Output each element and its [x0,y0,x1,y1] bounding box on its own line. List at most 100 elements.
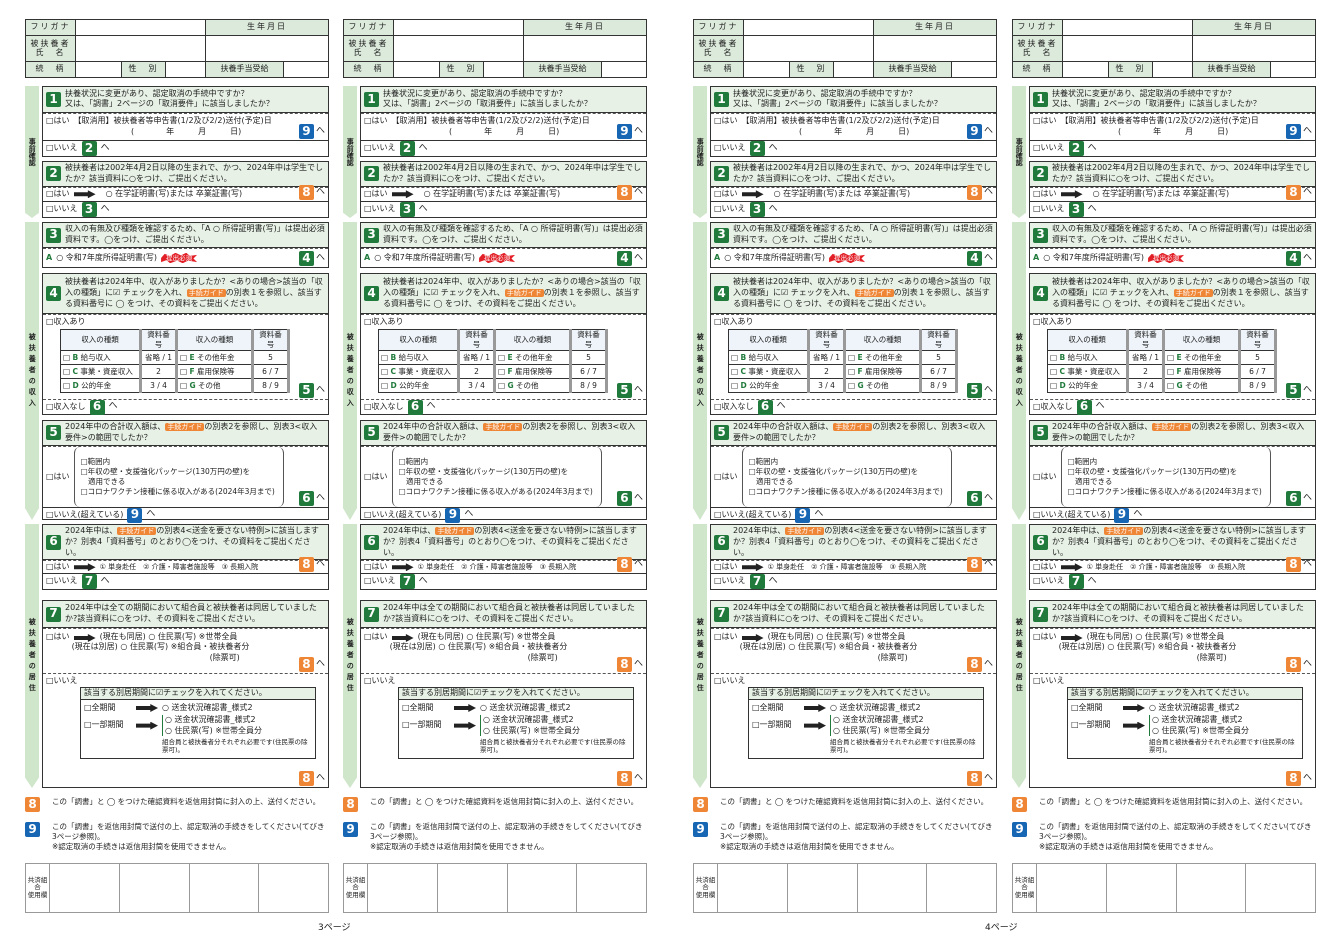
no-checkbox[interactable]: □いいえ [46,143,78,153]
income-checkbox[interactable]: □ [1167,352,1175,362]
no-checkbox[interactable]: □いいえ(超えている) [46,509,124,519]
doc-option[interactable]: ○ 住民票(写) ※世帯全員 [816,632,906,641]
doc-number[interactable]: 8 / 9 [580,380,597,390]
doc-option[interactable]: ○ 住民票(写) ※世帯全員 [1135,632,1225,641]
income-checkbox[interactable]: □ [731,366,739,376]
doc-option[interactable]: ○ 住民票(写) ※組合員・被扶養者分 [788,642,918,652]
income-checkbox[interactable]: □ [1050,366,1058,376]
doc-option[interactable]: ○ 送金状況確認書_様式2 [162,702,253,712]
date-field[interactable]: ( 年 月 日) [1118,127,1229,137]
furigana-field[interactable] [743,19,874,36]
part-period-checkbox[interactable]: □一部期間 [402,720,442,730]
doc-number[interactable]: 6 / 7 [262,366,279,376]
no-checkbox[interactable]: □いいえ [1033,143,1065,153]
relation-field[interactable] [1062,61,1109,78]
yes-checkbox[interactable]: □はい [1033,632,1057,641]
no-checkbox[interactable]: □いいえ [46,576,78,586]
doc-number[interactable]: 3 / 4 [150,380,167,390]
full-period-checkbox[interactable]: □全期間 [402,702,434,712]
yes-checkbox[interactable]: □収入あり [714,317,754,326]
no-checkbox[interactable]: □いいえ [714,204,746,214]
no-checkbox[interactable]: □収入なし [1033,401,1073,411]
income-checkbox[interactable]: □ [731,352,739,362]
option-checkbox[interactable]: □コロナワクチン接種に係る収入がある(2024年3月まで) [80,486,275,496]
doc-option[interactable]: ○ 令和7年度所得証明書(写) [724,252,826,262]
yes-checkbox[interactable]: □収入あり [364,317,404,326]
income-checkbox[interactable]: □ [848,380,856,390]
doc-number[interactable]: 8 / 9 [1249,380,1266,390]
income-checkbox[interactable]: □ [498,380,506,390]
doc-option[interactable]: ○ 送金状況確認書_様式2 [830,702,921,712]
birth-field[interactable] [205,35,329,62]
yes-checkbox[interactable]: □はい [46,471,70,481]
doc-number[interactable]: 省略 / 1 [144,352,173,362]
income-checkbox[interactable]: □ [381,366,389,376]
income-checkbox[interactable]: □ [180,352,188,362]
doc-option[interactable]: ○ 住民票(写) ※組合員・被扶養者分 [438,642,568,652]
allowance-field[interactable] [951,61,997,78]
doc-number[interactable]: 2 [156,366,161,376]
doc-option[interactable]: ○ 在学証明書(写)または 卒業証書(写) [1092,189,1230,199]
yes-checkbox[interactable]: □はい [714,189,738,199]
date-field[interactable]: ( 年 月 日) [131,127,242,137]
income-checkbox[interactable]: □ [1167,380,1175,390]
no-checkbox[interactable]: □いいえ [714,576,746,586]
doc-number[interactable]: 6 / 7 [1249,366,1266,376]
yes-checkbox[interactable]: □はい 【取消用】被扶養者等申告書(1/2及び2/2)送付(予定)日 [364,115,590,125]
no-checkbox[interactable]: □いいえ(超えている) [714,509,792,519]
income-checkbox[interactable]: □ [63,380,71,390]
doc-number[interactable]: 省略 / 1 [1131,352,1160,362]
no-checkbox[interactable]: □いいえ [364,143,396,153]
option-checkbox[interactable]: □年収の壁・支援強化パッケージ(130万円の壁)を 適用できる [80,467,251,486]
income-checkbox[interactable]: □ [63,352,71,362]
doc-option[interactable]: ○ 住民票(写) ※世帯全員分 [165,725,263,735]
part-period-checkbox[interactable]: □一部期間 [1071,720,1111,730]
yes-checkbox[interactable]: □はい [364,562,388,571]
sex-field[interactable] [833,61,874,78]
doc-option[interactable]: ○ 住民票(写) ※世帯全員分 [1152,725,1250,735]
yes-checkbox[interactable]: □はい [46,189,70,199]
yes-checkbox[interactable]: □収入あり [1033,317,1073,326]
doc-number[interactable]: 3 / 4 [818,380,835,390]
doc-option[interactable]: ○ 住民票(写) ※世帯全員 [148,632,238,641]
no-checkbox[interactable]: □収入なし [46,401,86,411]
doc-option[interactable]: ○ 令和7年度所得証明書(写) [56,252,158,262]
doc-option[interactable]: ○ 送金状況確認書_様式2 [165,715,256,725]
doc-option[interactable]: ○ 送金状況確認書_様式2 [1149,702,1240,712]
name-field[interactable] [743,35,874,62]
name-field[interactable] [75,35,206,62]
yes-checkbox[interactable]: □はい [714,632,738,641]
allowance-field[interactable] [601,61,647,78]
income-checkbox[interactable]: □ [498,352,506,362]
yes-checkbox[interactable]: □はい [364,189,388,199]
allowance-field[interactable] [283,61,329,78]
special-options[interactable]: ① 単身赴任 ② 介護・障害者施設等 ③ 長期入院 [417,562,577,571]
yes-checkbox[interactable]: □はい [714,562,738,571]
option-checkbox[interactable]: □年収の壁・支援強化パッケージ(130万円の壁)を 適用できる [748,467,919,486]
income-checkbox[interactable]: □ [381,352,389,362]
income-checkbox[interactable]: □ [1050,352,1058,362]
no-checkbox[interactable]: □いいえ [1033,676,1065,685]
yes-checkbox[interactable]: □はい [364,471,388,481]
option-checkbox[interactable]: □範囲内 [748,457,779,467]
doc-number[interactable]: 8 / 9 [930,380,947,390]
doc-number[interactable]: 3 / 4 [468,380,485,390]
furigana-field[interactable] [75,19,206,36]
yes-checkbox[interactable]: □はい [1033,471,1057,481]
relation-field[interactable] [75,61,122,78]
doc-option[interactable]: ○ 送金状況確認書_様式2 [833,715,924,725]
income-checkbox[interactable]: □ [498,366,506,376]
doc-option[interactable]: ○ 住民票(写) ※世帯全員 [466,632,556,641]
doc-number[interactable]: 5 [268,352,273,362]
no-checkbox[interactable]: □いいえ [364,204,396,214]
no-checkbox[interactable]: □いいえ [1033,204,1065,214]
relation-field[interactable] [393,61,440,78]
option-checkbox[interactable]: □年収の壁・支援強化パッケージ(130万円の壁)を 適用できる [1067,467,1238,486]
doc-number[interactable]: 6 / 7 [580,366,597,376]
yes-checkbox[interactable]: □はい [46,562,70,571]
option-checkbox[interactable]: □コロナワクチン接種に係る収入がある(2024年3月まで) [398,486,593,496]
no-checkbox[interactable]: □いいえ(超えている) [364,509,442,519]
birth-field[interactable] [873,35,997,62]
doc-option[interactable]: ○ 在学証明書(写)または 卒業証書(写) [423,189,561,199]
option-checkbox[interactable]: □範囲内 [398,457,429,467]
